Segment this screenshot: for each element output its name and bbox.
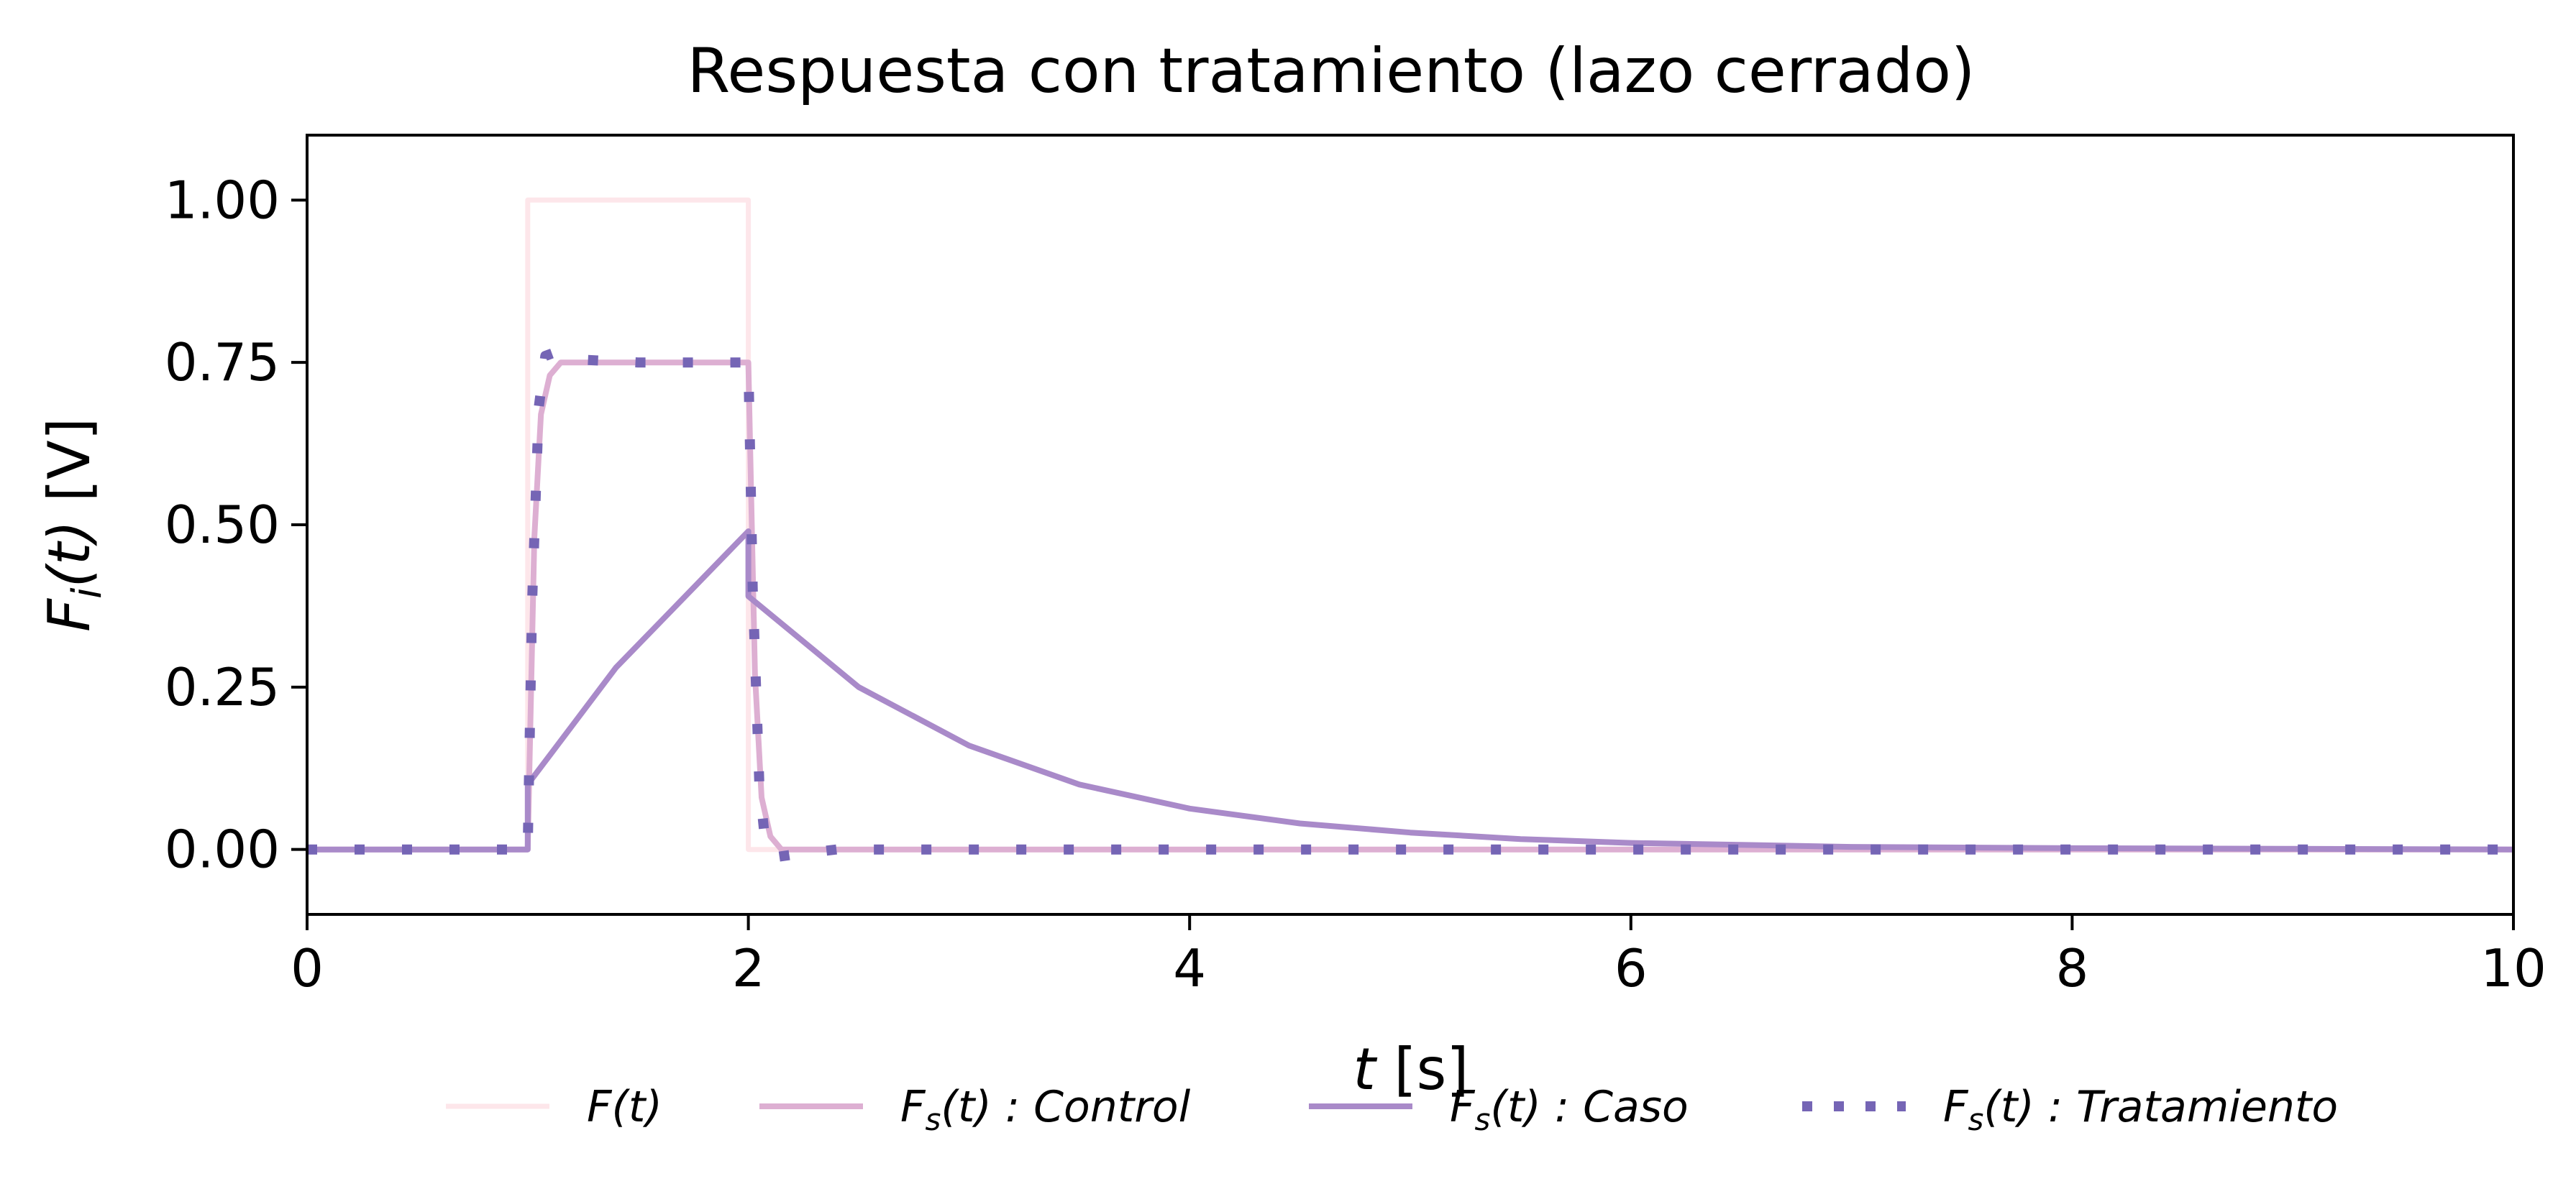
- x-axis: 0 2 4 6 8 10: [291, 914, 2547, 999]
- x-tick-label: 10: [2480, 938, 2547, 999]
- y-axis: 0.00 0.25 0.50 0.75 1.00: [165, 170, 307, 880]
- x-tick-label: 8: [2055, 938, 2088, 999]
- y-tick-label: 0.25: [165, 657, 280, 717]
- y-axis-label: Fi(t) [V]: [36, 418, 111, 632]
- y-tick-label: 0.50: [165, 495, 280, 555]
- plot-area: [306, 134, 2515, 916]
- x-axis-label: t [s]: [1353, 1036, 1469, 1103]
- x-tick-label: 0: [291, 938, 324, 999]
- chart-title: Respuesta con tratamiento (lazo cerrado): [688, 35, 1976, 107]
- series-line-0: [307, 197, 2513, 853]
- y-tick-label: 0.00: [165, 820, 280, 880]
- legend-label-3: Fs(t) : Tratamiento: [1943, 1082, 2338, 1137]
- x-tick-label: 2: [732, 938, 765, 999]
- legend-label-2: Fs(t) : Caso: [1450, 1082, 1689, 1137]
- x-tick-label: 6: [1614, 938, 1648, 999]
- legend: F(t) Fs(t) : Control Fs(t) : Caso Fs(t) : T…: [446, 1082, 2338, 1137]
- legend-label-0: F(t): [587, 1082, 662, 1132]
- series-line-1: [307, 359, 2513, 853]
- plot-frame: [306, 134, 2515, 916]
- x-tick-label: 4: [1173, 938, 1206, 999]
- series-line-2: [307, 528, 2514, 853]
- legend-label-1: Fs(t) : Control: [900, 1082, 1191, 1137]
- y-tick-label: 0.75: [165, 332, 280, 392]
- series-line-3: [307, 347, 2513, 863]
- y-tick-label: 1.00: [165, 170, 280, 230]
- series-layer: [307, 197, 2514, 863]
